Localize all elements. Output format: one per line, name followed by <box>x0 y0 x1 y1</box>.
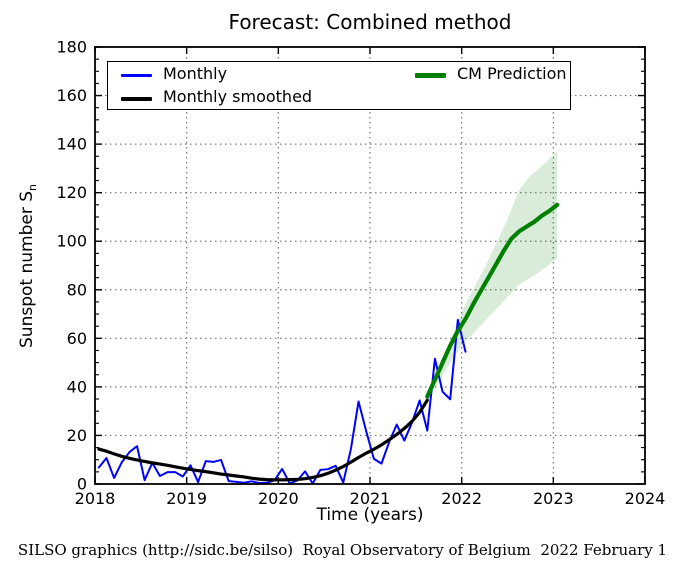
y-tick-label-0: 0 <box>77 475 87 494</box>
credit-caption: SILSO graphics (http://sidc.be/silso) Ro… <box>17 541 668 559</box>
y-tick-label-120: 120 <box>56 183 87 202</box>
y-axis-label-subscript: n <box>26 184 40 191</box>
legend-line-prediction-sample <box>415 73 446 78</box>
legend-label-smoothed: Monthly smoothed <box>163 87 313 106</box>
y-axis-label-text: Sunspot number S <box>16 190 37 348</box>
legend-label-prediction: CM Prediction <box>457 64 567 83</box>
x-axis-label: Time (years) <box>316 505 424 525</box>
x-tick-label-2022: 2022 <box>441 489 482 508</box>
series-monthly-smoothed <box>97 398 429 482</box>
legend-label-monthly: Monthly <box>163 64 228 83</box>
chart-title: Forecast: Combined method <box>228 10 512 34</box>
x-tick-label-2023: 2023 <box>533 489 574 508</box>
x-tick-label-2018: 2018 <box>75 489 116 508</box>
y-tick-label-160: 160 <box>56 86 87 105</box>
x-tick-label-2019: 2019 <box>166 489 207 508</box>
series-cm-prediction <box>425 202 560 399</box>
y-tick-label-20: 20 <box>67 426 87 445</box>
x-tick-label-2024: 2024 <box>625 489 666 508</box>
y-tick-label-180: 180 <box>56 38 87 57</box>
y-tick-label-80: 80 <box>67 280 87 299</box>
y-tick-label-140: 140 <box>56 135 87 154</box>
x-tick-label-2021: 2021 <box>350 489 391 508</box>
y-tick-label-100: 100 <box>56 232 87 251</box>
y-axis-label: Sunspot number Sn <box>17 184 39 348</box>
legend: Monthly Monthly smoothed CM Prediction <box>107 61 571 110</box>
series-monthly <box>97 318 467 485</box>
prediction-uncertainty-band <box>427 151 558 402</box>
y-tick-label-40: 40 <box>67 377 87 396</box>
legend-line-smoothed-sample <box>121 97 152 101</box>
x-tick-label-2020: 2020 <box>258 489 299 508</box>
legend-line-monthly-sample <box>121 74 152 77</box>
y-tick-label-60: 60 <box>67 329 87 348</box>
